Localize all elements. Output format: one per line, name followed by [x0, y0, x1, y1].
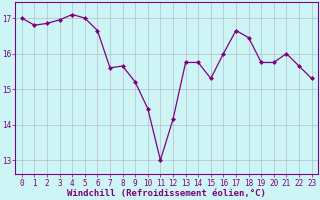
X-axis label: Windchill (Refroidissement éolien,°C): Windchill (Refroidissement éolien,°C) [67, 189, 266, 198]
